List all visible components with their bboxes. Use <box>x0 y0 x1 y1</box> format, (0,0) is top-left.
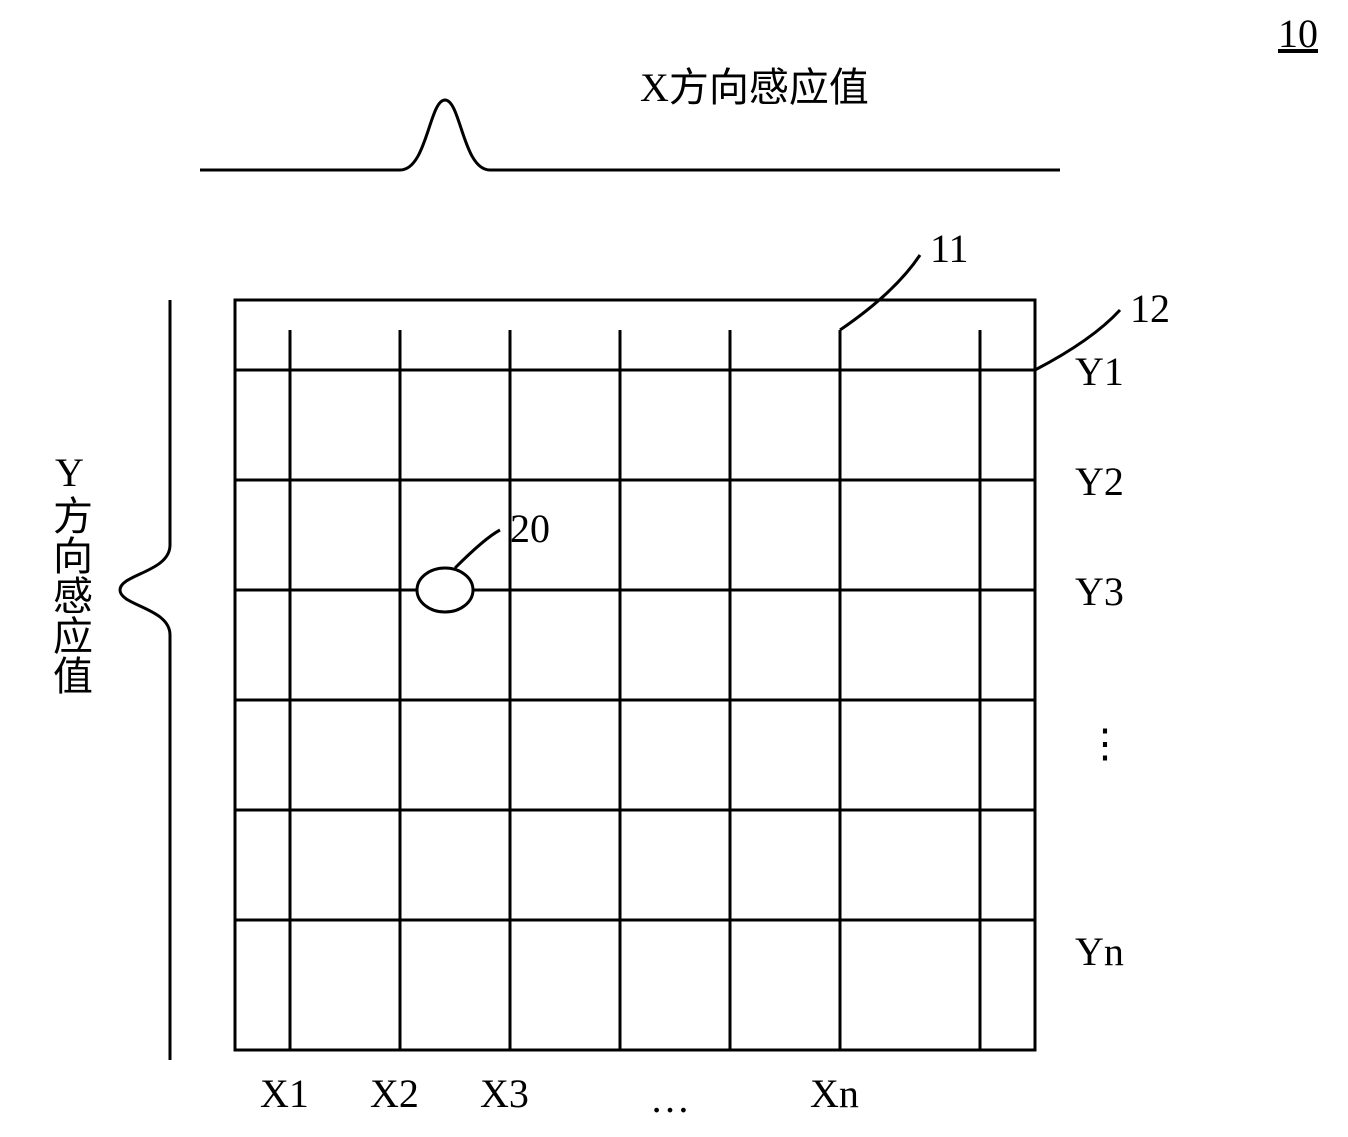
vertical-sense-lines <box>290 330 980 1050</box>
y-tick-ellipsis: ⋮ <box>1085 720 1121 767</box>
x-direction-signal-curve <box>200 100 1060 170</box>
ref-label-11: 11 <box>930 225 969 272</box>
y-tick-label-Y2: Y2 <box>1075 458 1124 505</box>
touch-panel-outline <box>235 300 1035 1050</box>
x-tick-ellipsis: … <box>650 1075 690 1122</box>
figure-ref-10: 10 <box>1278 10 1318 57</box>
x-tick-label-X2: X2 <box>370 1070 419 1117</box>
ref-label-12: 12 <box>1130 285 1170 332</box>
x-tick-label-Xn: Xn <box>810 1070 859 1117</box>
diagram-svg <box>0 0 1348 1137</box>
x-tick-label-X1: X1 <box>260 1070 309 1117</box>
y-axis-title: Y方向感应值 <box>40 450 98 695</box>
y-tick-label-Y1: Y1 <box>1075 348 1124 395</box>
y-tick-label-Yn: Yn <box>1075 928 1124 975</box>
x-tick-label-X3: X3 <box>480 1070 529 1117</box>
figure-canvas: 10 X方向感应值 Y方向感应值 11 12 20 Y1 Y2 Y3 ⋮ Yn … <box>0 0 1348 1137</box>
touch-point-20 <box>417 530 500 612</box>
y-tick-label-Y3: Y3 <box>1075 568 1124 615</box>
horizontal-sense-lines <box>235 370 1035 920</box>
y-direction-signal-curve <box>120 300 170 1060</box>
ref-label-20: 20 <box>510 505 550 552</box>
x-axis-title: X方向感应值 <box>640 55 869 113</box>
